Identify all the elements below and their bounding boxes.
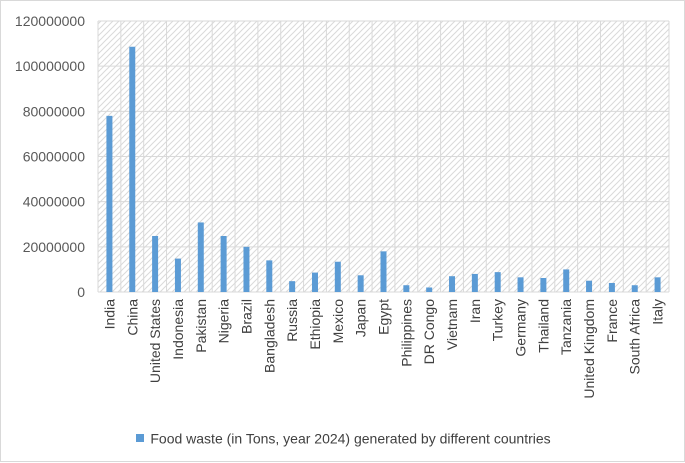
bar-france bbox=[608, 282, 615, 292]
y-tick-label: 60000000 bbox=[23, 149, 86, 165]
x-category-label: Japan bbox=[353, 299, 369, 337]
bar-brazil bbox=[243, 246, 250, 292]
bar-egypt bbox=[380, 251, 387, 292]
x-category-label: DR Congo bbox=[421, 299, 437, 365]
bar-germany bbox=[517, 277, 524, 292]
x-category-label: Russia bbox=[284, 299, 300, 342]
x-category-label: Nigeria bbox=[216, 299, 232, 344]
bar-thailand bbox=[540, 277, 547, 292]
x-category-label: China bbox=[124, 299, 140, 336]
bar-mexico bbox=[334, 261, 341, 292]
bar-japan bbox=[357, 275, 364, 292]
bars bbox=[106, 46, 661, 293]
bar-dr-congo bbox=[426, 287, 433, 292]
x-category-label: France bbox=[604, 299, 620, 343]
x-category-label: Pakistan bbox=[193, 299, 209, 353]
x-category-label: Italy bbox=[650, 299, 666, 325]
bar-united-kingdom bbox=[586, 280, 593, 292]
x-category-label: Bangladesh bbox=[261, 299, 277, 373]
y-tick-label: 20000000 bbox=[23, 239, 86, 255]
y-tick-label: 120000000 bbox=[15, 13, 85, 29]
bar-pakistan bbox=[197, 222, 204, 292]
bar-south-africa bbox=[631, 285, 638, 292]
x-category-label: Philippines bbox=[398, 299, 414, 367]
bar-bangladesh bbox=[266, 260, 273, 292]
x-category-label: Germany bbox=[513, 299, 529, 357]
bar-philippines bbox=[403, 285, 410, 292]
bar-italy bbox=[654, 277, 661, 292]
x-category-label: Indonesia bbox=[170, 299, 186, 360]
y-tick-label: 40000000 bbox=[23, 194, 86, 210]
bar-indonesia bbox=[174, 258, 181, 292]
x-axis-category-labels: India China United States Indonesia Pakistan… bbox=[101, 299, 665, 399]
x-category-label: Vietnam bbox=[444, 299, 460, 350]
x-category-label: Mexico bbox=[330, 299, 346, 344]
x-category-label: Brazil bbox=[238, 299, 254, 334]
bar-russia bbox=[289, 281, 296, 292]
x-category-label: Thailand bbox=[535, 299, 551, 353]
bar-turkey bbox=[494, 272, 501, 292]
x-category-label: India bbox=[101, 299, 117, 330]
y-axis-tick-labels: 0 20000000 40000000 60000000 80000000 1000000… bbox=[15, 13, 85, 300]
x-category-label: Tanzania bbox=[558, 299, 574, 355]
y-tick-label: 80000000 bbox=[23, 103, 86, 119]
bar-tanzania bbox=[563, 269, 570, 292]
gridlines bbox=[97, 20, 670, 293]
y-tick-label: 100000000 bbox=[15, 58, 85, 74]
x-category-label: Iran bbox=[467, 299, 483, 323]
legend: Food waste (in Tons, year 2024) generate… bbox=[1, 429, 685, 446]
bar-nigeria bbox=[220, 235, 227, 292]
bar-iran bbox=[471, 273, 478, 292]
legend-label: Food waste (in Tons, year 2024) generate… bbox=[150, 430, 551, 447]
x-category-label: United Kingdom bbox=[581, 299, 597, 399]
legend-swatch bbox=[136, 434, 145, 443]
bar-vietnam bbox=[449, 276, 456, 292]
y-tick-label: 0 bbox=[77, 284, 85, 300]
bar-india bbox=[106, 115, 113, 292]
x-category-label: United States bbox=[147, 299, 163, 383]
bar-united-states bbox=[152, 235, 159, 292]
bar-ethiopia bbox=[311, 272, 318, 292]
x-category-label: Turkey bbox=[490, 299, 506, 341]
x-category-label: South Africa bbox=[627, 299, 643, 375]
x-category-label: Egypt bbox=[376, 299, 392, 335]
bar-china bbox=[129, 46, 136, 293]
x-category-label: Ethiopia bbox=[307, 299, 323, 350]
